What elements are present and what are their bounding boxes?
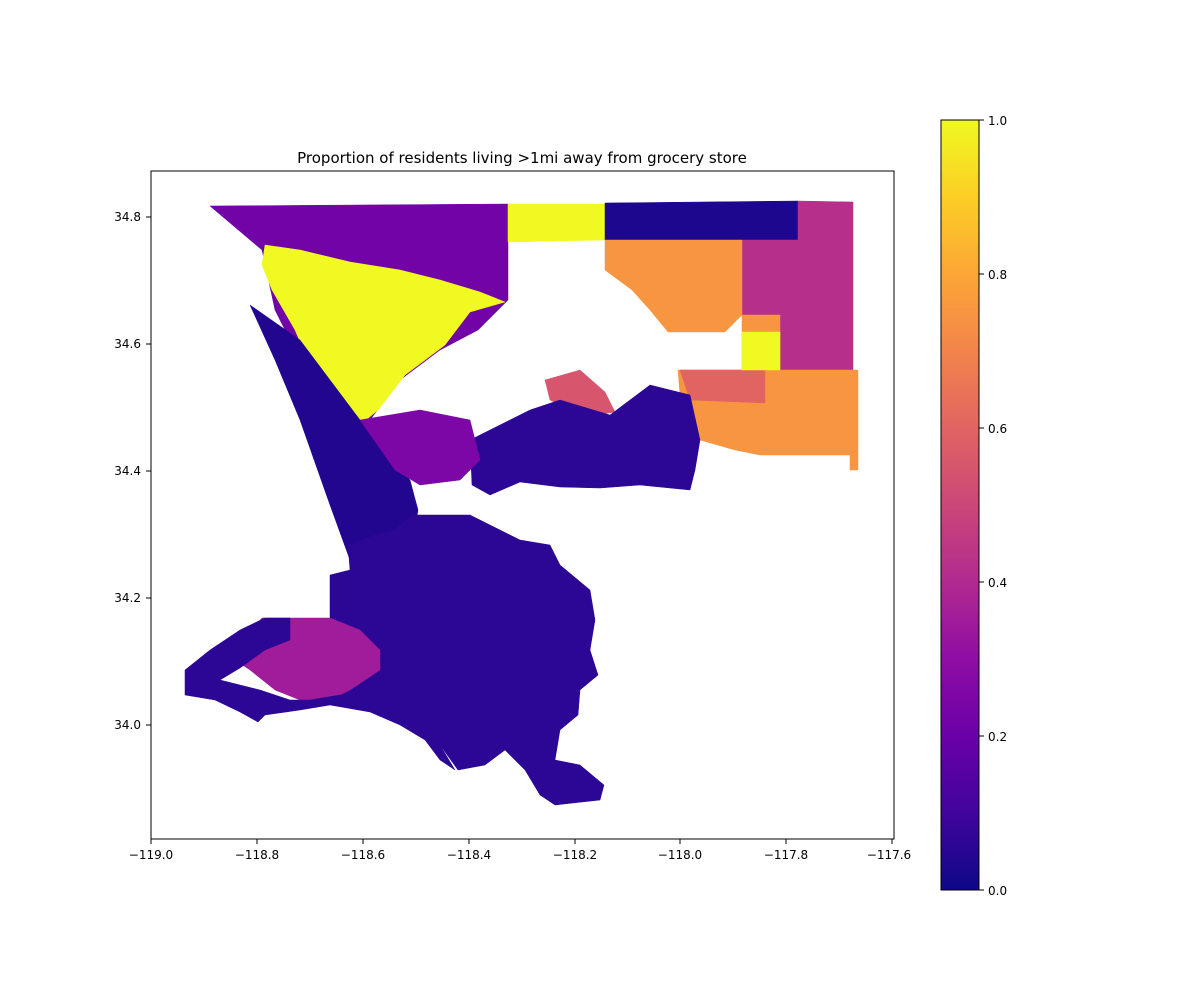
svg-text:−118.2: −118.2 — [553, 848, 597, 862]
y-tick: 34.0 — [114, 718, 151, 732]
svg-text:0.0: 0.0 — [988, 884, 1007, 898]
y-tick: 34.4 — [114, 464, 151, 478]
colorbar-tick: 0.6 — [979, 422, 1007, 436]
svg-text:0.2: 0.2 — [988, 730, 1007, 744]
svg-text:34.2: 34.2 — [114, 591, 141, 605]
x-tick: −118.8 — [235, 839, 279, 862]
region-palmdale-south — [679, 369, 766, 404]
x-tick: −119.0 — [129, 839, 173, 862]
x-tick: −117.8 — [764, 839, 808, 862]
colorbar-tick: 0.4 — [979, 576, 1007, 590]
colorbar: 0.0 0.2 0.4 0.6 0.8 1.0 — [940, 114, 1007, 898]
colorbar-gradient — [941, 120, 979, 890]
region-north-central-strip — [507, 203, 606, 243]
svg-text:−119.0: −119.0 — [129, 848, 173, 862]
svg-text:34.0: 34.0 — [114, 718, 141, 732]
svg-text:−118.8: −118.8 — [235, 848, 279, 862]
x-tick: −118.6 — [341, 839, 385, 862]
y-tick: 34.8 — [114, 210, 151, 224]
region-angeles-forest — [469, 384, 701, 496]
y-tick: 34.6 — [114, 337, 151, 351]
region-pearblossom-east — [741, 331, 781, 371]
colorbar-tick: 0.8 — [979, 268, 1007, 282]
axes-frame — [150, 170, 895, 840]
x-tick: −117.6 — [867, 839, 911, 862]
svg-text:−117.8: −117.8 — [764, 848, 808, 862]
svg-text:−117.6: −117.6 — [867, 848, 911, 862]
x-tick: −118.2 — [553, 839, 597, 862]
svg-text:34.8: 34.8 — [114, 210, 141, 224]
svg-text:0.8: 0.8 — [988, 268, 1007, 282]
svg-text:0.4: 0.4 — [988, 576, 1007, 590]
svg-text:1.0: 1.0 — [988, 114, 1007, 128]
svg-text:0.6: 0.6 — [988, 422, 1007, 436]
colorbar-tick: 1.0 — [979, 114, 1007, 128]
region-malibu-coast — [184, 617, 456, 771]
svg-text:−118.6: −118.6 — [341, 848, 385, 862]
map-title: Proportion of residents living >1mi away… — [297, 149, 747, 167]
svg-text:34.6: 34.6 — [114, 337, 141, 351]
colorbar-frame — [940, 119, 980, 891]
x-axis: −119.0 −118.8 −118.6 −118.4 −118.2 −118.… — [129, 839, 911, 862]
region-east-antelope-valley-mid — [604, 239, 743, 333]
x-tick: −118.4 — [447, 839, 491, 862]
x-tick: −118.0 — [658, 839, 702, 862]
colorbar-tick: 0.2 — [979, 730, 1007, 744]
svg-text:−118.4: −118.4 — [447, 848, 491, 862]
region-north-east-top — [604, 200, 799, 241]
svg-text:−118.0: −118.0 — [658, 848, 702, 862]
y-tick: 34.2 — [114, 591, 151, 605]
svg-text:34.4: 34.4 — [114, 464, 141, 478]
region-santa-clarita-valley — [359, 409, 481, 486]
region-basin-urban — [329, 514, 605, 806]
colorbar-tick: 0.0 — [979, 884, 1007, 898]
map-regions — [184, 200, 859, 806]
y-axis: 34.0 34.2 34.4 34.6 34.8 — [114, 210, 151, 732]
